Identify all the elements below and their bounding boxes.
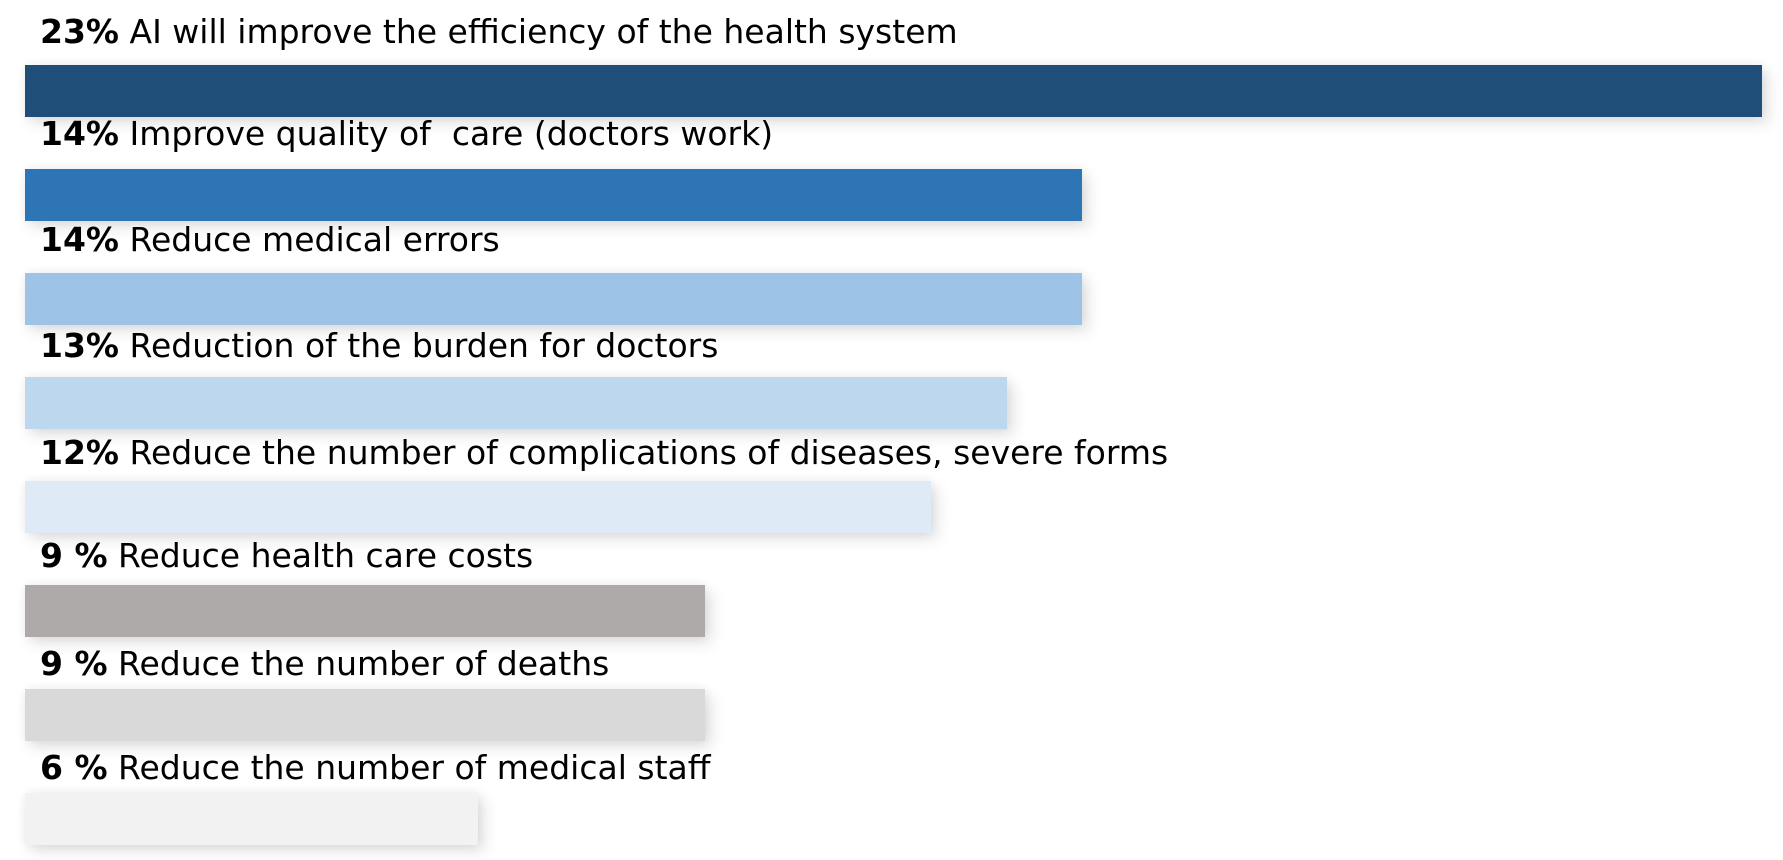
bar-label: 14% Improve quality of care (doctors wor…	[40, 116, 773, 152]
bar	[25, 689, 705, 741]
bar	[25, 585, 705, 637]
bar-percent-label: 23%	[40, 12, 119, 51]
bar-label: 6 % Reduce the number of medical staff	[40, 750, 710, 786]
bar-category-label: Reduce the number of deaths	[118, 644, 610, 683]
bar-label: 9 % Reduce health care costs	[40, 538, 533, 574]
bar-label: 12% Reduce the number of complications o…	[40, 435, 1168, 471]
bar-category-label: Reduction of the burden for doctors	[129, 326, 719, 365]
bar-label: 9 % Reduce the number of deaths	[40, 646, 609, 682]
bar	[25, 793, 478, 845]
bar-percent-label: 14%	[40, 220, 119, 259]
bar-category-label: Reduce the number of complications of di…	[129, 433, 1169, 472]
bar-percent-label: 13%	[40, 326, 119, 365]
bar-label: 14% Reduce medical errors	[40, 222, 500, 258]
bar	[25, 481, 931, 533]
bar-percent-label: 9 %	[40, 536, 108, 575]
bar-label: 23% AI will improve the efficiency of th…	[40, 14, 958, 50]
bar	[25, 377, 1007, 429]
bar-category-label: Improve quality of care (doctors work)	[129, 114, 774, 153]
bar-percent-label: 12%	[40, 433, 119, 472]
bar	[25, 65, 1762, 117]
bar-category-label: AI will improve the efficiency of the he…	[129, 12, 958, 51]
bar-percent-label: 6 %	[40, 748, 108, 787]
bar-category-label: Reduce the number of medical staff	[118, 748, 711, 787]
bar-percent-label: 14%	[40, 114, 119, 153]
bar-category-label: Reduce medical errors	[129, 220, 500, 259]
bar-category-label: Reduce health care costs	[118, 536, 534, 575]
bar	[25, 169, 1082, 221]
bar-label: 13% Reduction of the burden for doctors	[40, 328, 718, 364]
bar-percent-label: 9 %	[40, 644, 108, 683]
bar	[25, 273, 1082, 325]
